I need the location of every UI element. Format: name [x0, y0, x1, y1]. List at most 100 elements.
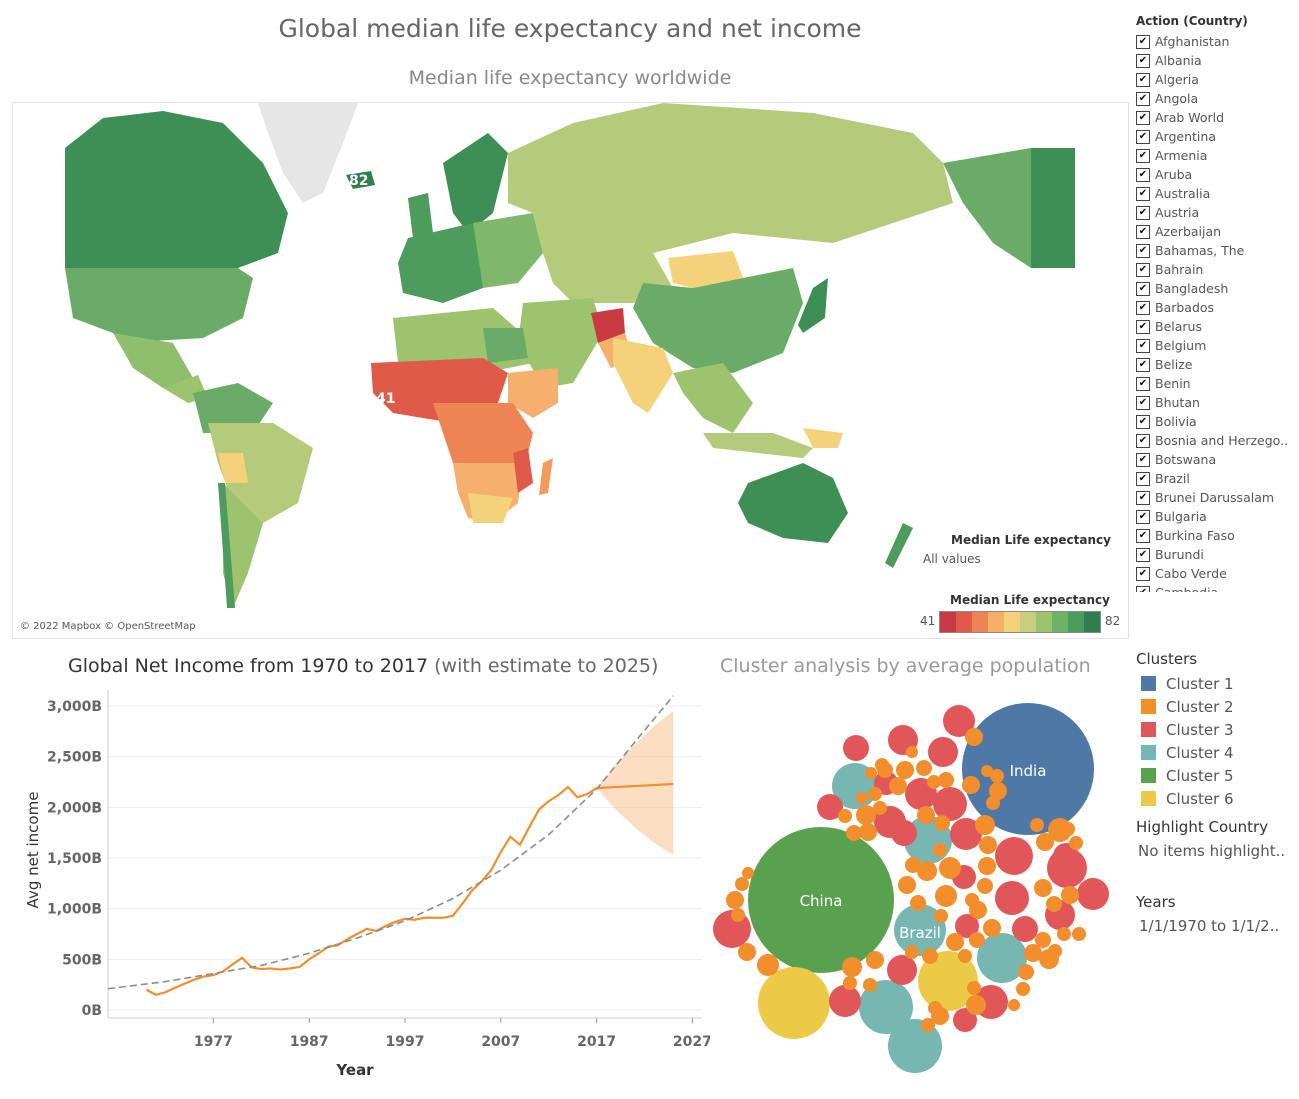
country-filter-item[interactable]: ✔ Arab World	[1136, 108, 1296, 127]
map-region-bolivia	[218, 453, 248, 483]
country-filter-label: Bhutan	[1155, 395, 1200, 410]
country-filter-item[interactable]: ✔ Botswana	[1136, 450, 1296, 469]
checkbox-icon[interactable]: ✔	[1136, 186, 1150, 201]
checkbox-icon[interactable]: ✔	[1136, 566, 1150, 581]
checkbox-icon[interactable]: ✔	[1136, 395, 1150, 410]
cluster-legend-item[interactable]: Cluster 6	[1136, 787, 1296, 810]
checkbox-icon[interactable]: ✔	[1136, 262, 1150, 277]
country-filter-item[interactable]: ✔ Cabo Verde	[1136, 564, 1296, 583]
checkbox-icon[interactable]: ✔	[1136, 224, 1150, 239]
country-filter-item[interactable]: ✔ Albania	[1136, 51, 1296, 70]
cluster-legend-item[interactable]: Cluster 1	[1136, 672, 1296, 695]
cluster-bubble	[1072, 927, 1086, 941]
country-list[interactable]: ✔ Afghanistan ✔ Albania ✔ Algeria ✔ Angola ✔ Arab…	[1136, 32, 1296, 592]
cluster-legend-item[interactable]: Cluster 4	[1136, 741, 1296, 764]
checkbox-icon[interactable]: ✔	[1136, 129, 1150, 144]
cluster-legend-item[interactable]: Cluster 5	[1136, 764, 1296, 787]
country-filter-label: Australia	[1155, 186, 1211, 201]
checkbox-icon[interactable]: ✔	[1136, 319, 1150, 334]
checkbox-icon[interactable]: ✔	[1136, 414, 1150, 429]
country-filter-item[interactable]: ✔ Bahamas, The	[1136, 241, 1296, 260]
checkbox-icon[interactable]: ✔	[1136, 490, 1150, 505]
cluster-bubble	[938, 772, 954, 788]
map-region-south-africa	[468, 493, 513, 523]
years-filter-range[interactable]: 1/1/1970 to 1/1/2..	[1139, 917, 1280, 935]
country-filter-item[interactable]: ✔ Bosnia and Herzego..	[1136, 431, 1296, 450]
country-filter-item[interactable]: ✔ Benin	[1136, 374, 1296, 393]
country-filter-item[interactable]: ✔ Aruba	[1136, 165, 1296, 184]
country-filter-item[interactable]: ✔ Burundi	[1136, 545, 1296, 564]
country-filter-label: Armenia	[1155, 148, 1208, 163]
map-value-high-label: 82	[349, 173, 369, 189]
cluster-bubble	[856, 805, 876, 825]
checkbox-icon[interactable]: ✔	[1136, 547, 1150, 562]
country-filter-item[interactable]: ✔ Angola	[1136, 89, 1296, 108]
bubble-label: Brazil	[899, 924, 941, 942]
country-filter-item[interactable]: ✔ Argentina	[1136, 127, 1296, 146]
checkbox-icon[interactable]: ✔	[1136, 243, 1150, 258]
cluster-bubble	[748, 827, 894, 973]
checkbox-icon[interactable]: ✔	[1136, 357, 1150, 372]
map-region-iceland	[346, 171, 375, 189]
map-canvas[interactable]	[13, 103, 1128, 638]
cluster-legend-item[interactable]: Cluster 2	[1136, 695, 1296, 718]
checkbox-icon[interactable]: ✔	[1136, 338, 1150, 353]
cluster-bubble-chart[interactable]: India China Brazil	[700, 690, 1120, 1080]
checkbox-icon[interactable]: ✔	[1136, 376, 1150, 391]
checkbox-icon[interactable]: ✔	[1136, 433, 1150, 448]
country-filter-item[interactable]: ✔ Burkina Faso	[1136, 526, 1296, 545]
country-filter-item[interactable]: ✔ Afghanistan	[1136, 32, 1296, 51]
country-filter-item[interactable]: ✔ Armenia	[1136, 146, 1296, 165]
country-filter[interactable]: Action (Country) ✔ Afghanistan ✔ Albania ✔ Al…	[1136, 14, 1296, 592]
checkbox-icon[interactable]: ✔	[1136, 53, 1150, 68]
bubble-label: China	[800, 892, 843, 910]
cluster-legend-item[interactable]: Cluster 3	[1136, 718, 1296, 741]
country-filter-item[interactable]: ✔ Cambodia	[1136, 583, 1296, 592]
line-chart-subtitle: (with estimate to 2025)	[428, 655, 659, 677]
country-filter-item[interactable]: ✔ Brunei Darussalam	[1136, 488, 1296, 507]
country-filter-label: Aruba	[1155, 167, 1193, 182]
checkbox-icon[interactable]: ✔	[1136, 300, 1150, 315]
country-filter-item[interactable]: ✔ Bhutan	[1136, 393, 1296, 412]
checkbox-icon[interactable]: ✔	[1136, 281, 1150, 296]
map-legend-all-values[interactable]: All values	[923, 552, 981, 566]
checkbox-icon[interactable]: ✔	[1136, 452, 1150, 467]
checkbox-icon[interactable]: ✔	[1136, 167, 1150, 182]
country-filter-item[interactable]: ✔ Barbados	[1136, 298, 1296, 317]
country-filter-item[interactable]: ✔ Azerbaijan	[1136, 222, 1296, 241]
map-region-canada	[65, 111, 288, 268]
cluster-bubble	[758, 967, 830, 1039]
country-filter-item[interactable]: ✔ Austria	[1136, 203, 1296, 222]
cluster-bubble	[962, 776, 980, 794]
checkbox-icon[interactable]: ✔	[1136, 72, 1150, 87]
checkbox-icon[interactable]: ✔	[1136, 110, 1150, 125]
country-filter-item[interactable]: ✔ Bulgaria	[1136, 507, 1296, 526]
cluster-bubble	[866, 951, 884, 969]
checkbox-icon[interactable]: ✔	[1136, 471, 1150, 486]
country-filter-item[interactable]: ✔ Bolivia	[1136, 412, 1296, 431]
country-filter-item[interactable]: ✔ Belgium	[1136, 336, 1296, 355]
country-filter-item[interactable]: ✔ Belarus	[1136, 317, 1296, 336]
country-filter-item[interactable]: ✔ Brazil	[1136, 469, 1296, 488]
checkbox-icon[interactable]: ✔	[1136, 205, 1150, 220]
checkbox-icon[interactable]: ✔	[1136, 91, 1150, 106]
country-filter-label: Belarus	[1155, 319, 1202, 334]
country-filter-item[interactable]: ✔ Algeria	[1136, 70, 1296, 89]
checkbox-icon[interactable]: ✔	[1136, 585, 1150, 592]
map-region-australia	[738, 463, 848, 543]
cluster-label: Cluster 5	[1166, 766, 1234, 785]
cluster-bubble	[738, 943, 756, 961]
country-filter-item[interactable]: ✔ Belize	[1136, 355, 1296, 374]
country-filter-item[interactable]: ✔ Bangladesh	[1136, 279, 1296, 298]
checkbox-icon[interactable]: ✔	[1136, 148, 1150, 163]
map-title: Median life expectancy worldwide	[408, 67, 732, 89]
checkbox-icon[interactable]: ✔	[1136, 34, 1150, 49]
country-filter-item[interactable]: ✔ Australia	[1136, 184, 1296, 203]
checkbox-icon[interactable]: ✔	[1136, 509, 1150, 524]
map-attribution[interactable]: © 2022 Mapbox © OpenStreetMap	[20, 621, 196, 632]
highlight-country-input[interactable]: No items highlight..	[1138, 842, 1286, 860]
net-income-line-chart[interactable]: 0B 500B 1,000B 1,500B 2,000B 2,500B 3,000B 1977…	[0, 680, 710, 1090]
life-expectancy-map[interactable]: 82 41 © 2022 Mapbox © OpenStreetMap Medi…	[12, 102, 1129, 639]
country-filter-item[interactable]: ✔ Bahrain	[1136, 260, 1296, 279]
checkbox-icon[interactable]: ✔	[1136, 528, 1150, 543]
